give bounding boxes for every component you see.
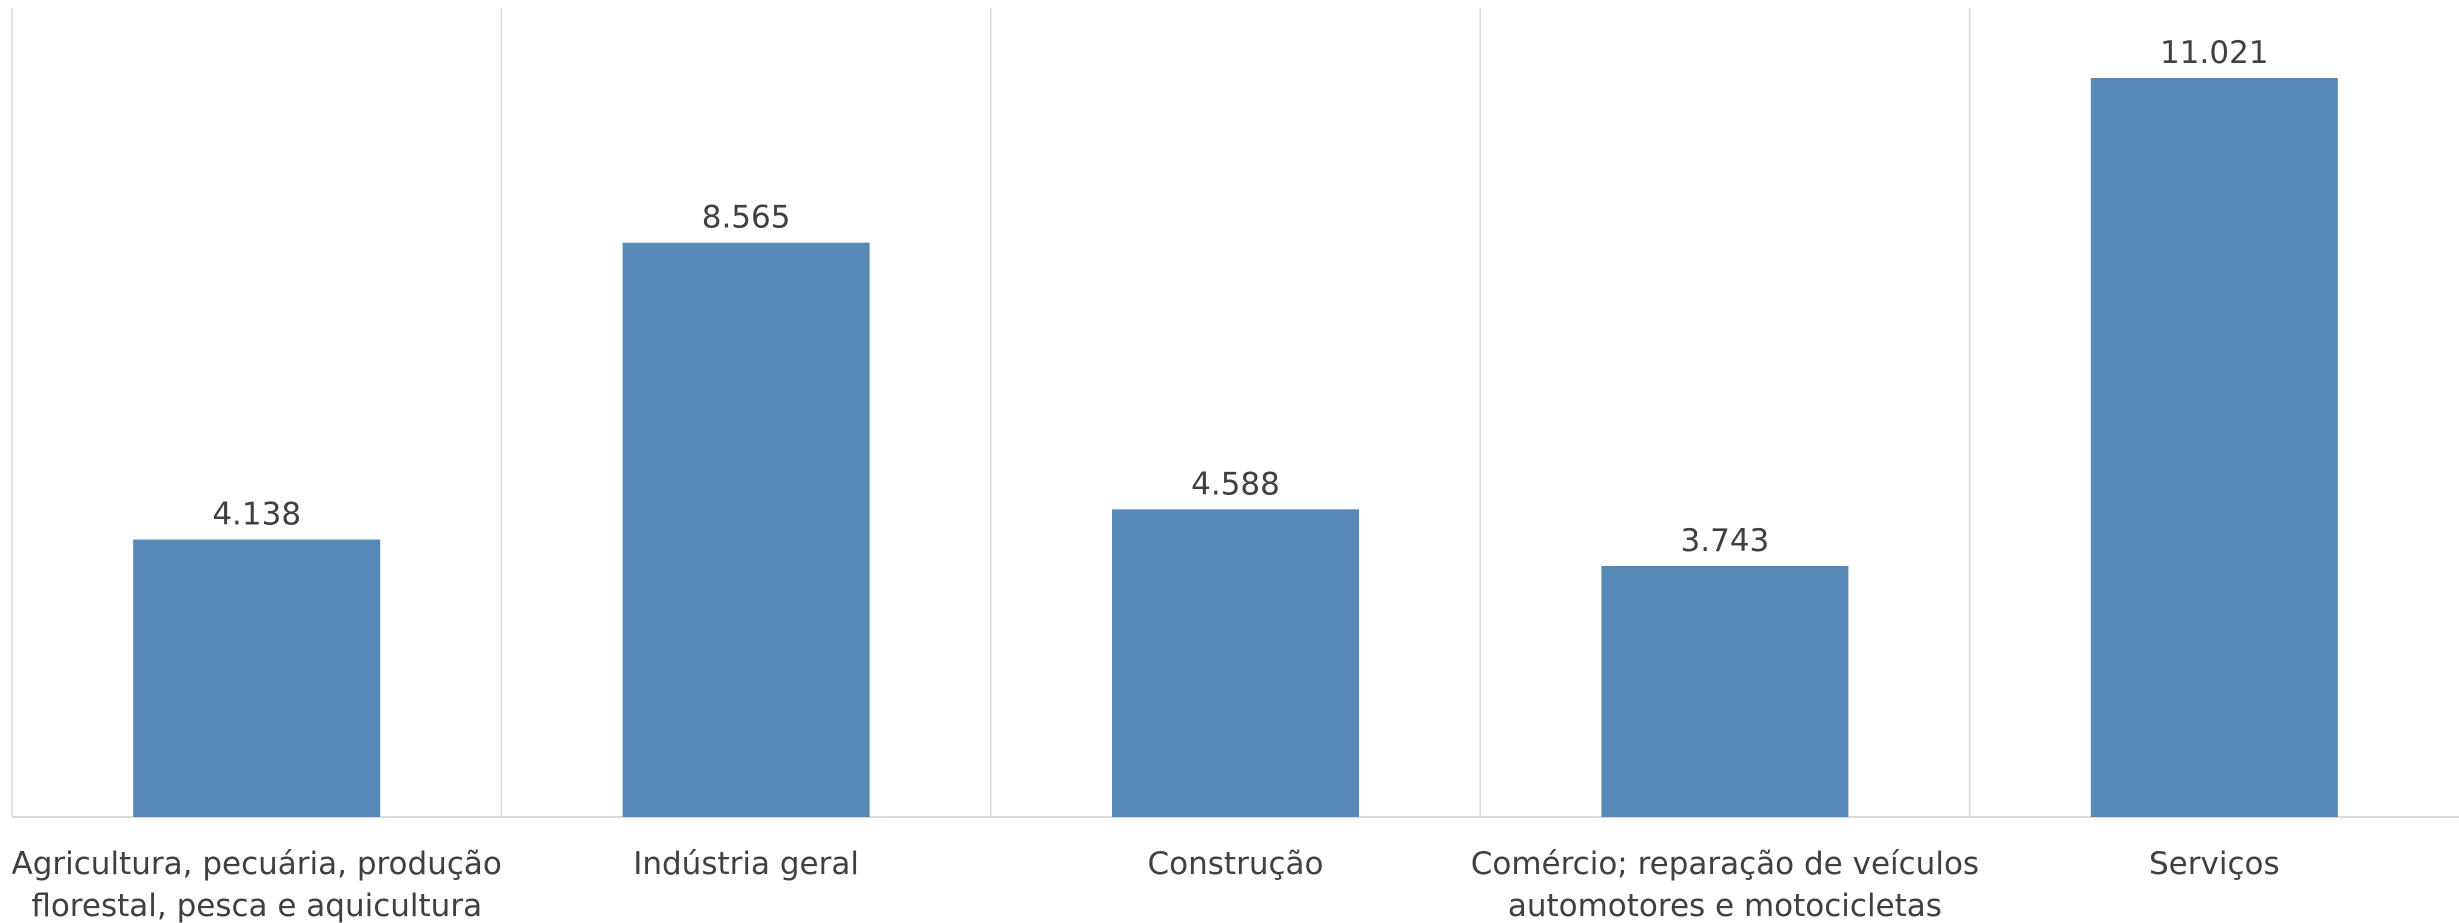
bar: [2090, 78, 2338, 817]
category-dividers: [11, 8, 1971, 817]
category-label-line: Serviços: [2149, 846, 2280, 882]
bar: [133, 539, 381, 817]
category-label-line: automotores e motocicletas: [1508, 888, 1942, 923]
category-label-line: florestal, pesca e aquicultura: [31, 888, 482, 923]
category-label: Comércio; reparação de veículos automotor…: [1471, 846, 1979, 923]
data-label: 4.138: [212, 497, 301, 533]
data-label: 4.588: [1191, 466, 1280, 502]
category-label: Agricultura, pecuária, produção florestal…: [12, 846, 502, 923]
data-label: 3.743: [1681, 523, 1770, 559]
category-label-line: Comércio; reparação de veículos: [1471, 846, 1979, 882]
category-label-line: Construção: [1148, 846, 1324, 882]
category-label-line: Indústria geral: [633, 846, 859, 882]
data-label: 11.021: [2160, 35, 2268, 71]
bar: [1601, 566, 1849, 817]
category-labels-group: Agricultura, pecuária, produção florestal…: [12, 846, 2280, 923]
bars-group: [133, 78, 2338, 817]
bar: [1112, 509, 1359, 817]
data-label: 8.565: [702, 200, 791, 236]
category-label: Serviços: [2149, 846, 2280, 882]
category-label: Construção: [1148, 846, 1324, 882]
bar: [622, 242, 870, 817]
data-labels-group: 4.138 8.565 4.588 3.743 11.021: [212, 35, 2268, 559]
category-label-line: Agricultura, pecuária, produção: [12, 846, 502, 882]
category-label: Indústria geral: [633, 846, 859, 882]
